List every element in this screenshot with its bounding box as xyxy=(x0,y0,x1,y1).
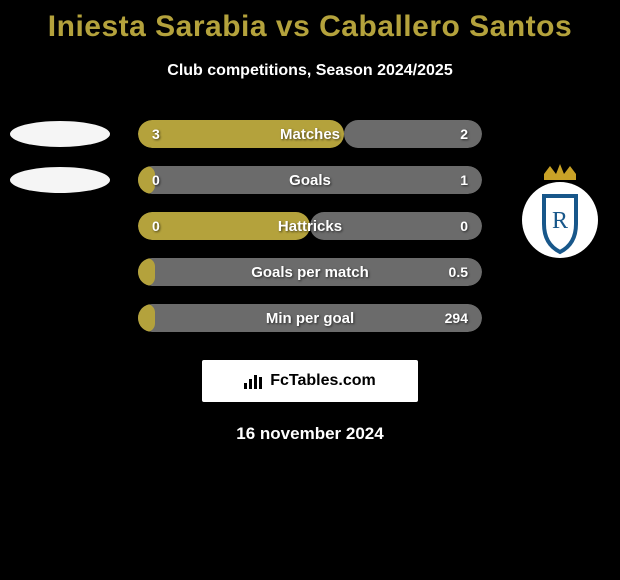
stat-row: 32Matches xyxy=(0,120,620,148)
site-badge: FcTables.com xyxy=(202,360,418,402)
bar-track: 32Matches xyxy=(138,120,482,148)
bar-track: 294Min per goal xyxy=(138,304,482,332)
right-club-logo: R xyxy=(520,164,600,260)
left-club-logo xyxy=(10,167,110,193)
left-club-logo xyxy=(10,121,110,147)
bar-track: 01Goals xyxy=(138,166,482,194)
svg-text:R: R xyxy=(552,208,568,234)
bar-track: 00Hattricks xyxy=(138,212,482,240)
stat-label: Matches xyxy=(138,120,482,148)
date-line: 16 november 2024 xyxy=(0,424,620,444)
stat-label: Hattricks xyxy=(138,212,482,240)
site-brand: FcTables.com xyxy=(270,372,376,390)
comparison-card: Iniesta Sarabia vs Caballero Santos Club… xyxy=(0,0,620,444)
bar-track: 0.5Goals per match xyxy=(138,258,482,286)
page-title: Iniesta Sarabia vs Caballero Santos xyxy=(0,10,620,44)
stat-label: Goals per match xyxy=(138,258,482,286)
stats-rows: 32Matches 01Goals 00Hattricks 0.5Goals per … xyxy=(0,120,620,332)
stat-row: 0.5Goals per match xyxy=(0,258,620,286)
stat-label: Min per goal xyxy=(138,304,482,332)
bars-icon xyxy=(244,373,264,389)
stat-label: Goals xyxy=(138,166,482,194)
subtitle: Club competitions, Season 2024/2025 xyxy=(0,62,620,80)
stat-row: 294Min per goal xyxy=(0,304,620,332)
